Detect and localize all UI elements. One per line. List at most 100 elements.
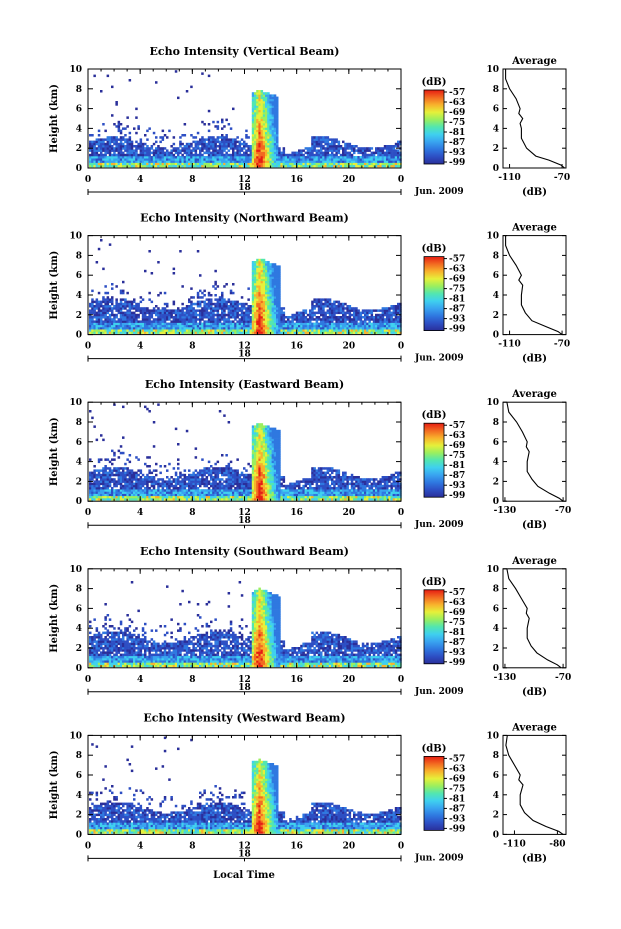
heatmap-cell [251,125,255,128]
heatmap-cell [205,142,209,146]
heatmap-cell [141,480,145,483]
heatmap-cell [271,96,275,100]
heatmap-cell [139,307,143,310]
heatmap-cell [328,149,332,152]
heatmap-cell [104,291,107,295]
heatmap-cell [254,125,257,128]
heatmap-cell [234,147,237,150]
heatmap-cell [227,153,231,157]
heatmap-cell [126,318,129,321]
heatmap-cell [298,160,301,163]
heatmap-cell [194,487,198,490]
heatmap-cell [298,324,301,328]
heatmap-cell [276,274,279,277]
heatmap-cell [265,129,268,133]
heatmap-cell [223,160,226,163]
heatmap-cell [247,329,250,332]
heatmap-cell [216,329,220,332]
heatmap-cell [335,153,338,157]
heatmap-cell [115,298,118,301]
heatmap-cell [155,149,158,152]
heatmap-cell [394,320,398,323]
heatmap-cell [152,309,156,312]
heatmap-cell [335,140,338,144]
heatmap-cell [141,145,145,148]
heatmap-cell [313,145,316,148]
heatmap-cell [258,118,261,122]
heatmap-cell [320,149,323,152]
heatmap-cell [168,462,171,466]
heatmap-cell [273,103,277,106]
heatmap-cell [326,147,330,150]
heatmap-cell [287,320,290,323]
heatmap-cell [124,149,127,152]
heatmap-cell [102,491,105,494]
heatmap-cell [135,153,138,157]
heatmap-cell [249,322,253,326]
heatmap-cell [155,311,158,315]
heatmap-cell [370,156,374,159]
heatmap-cell [293,151,297,155]
heatmap-cell [188,318,191,321]
heatmap-cell [155,493,158,497]
heatmap-cell [273,131,277,135]
heatmap-cell [179,324,182,328]
heatmap-cell [284,164,288,168]
heatmap-cell [383,320,387,323]
heatmap-cell [278,313,281,317]
heatmap-cell [247,287,250,290]
heatmap-cell [273,329,277,332]
heatmap-cell [370,311,374,315]
heatmap-cell [291,331,294,334]
heatmap-cell [315,160,319,163]
heatmap-cell [207,487,211,490]
heatmap-cell [150,160,154,163]
heatmap-cell [260,311,264,315]
heatmap-cell [137,125,140,128]
heatmap-cell [258,331,261,334]
heatmap-cell [276,302,279,306]
heatmap-cell [265,109,268,113]
heatmap-cell [350,149,354,152]
heatmap-cell [260,280,264,284]
heatmap-cell [89,487,92,490]
heatmap-cell [128,140,132,144]
heatmap-cell [203,482,206,486]
heatmap-cell [269,158,272,161]
heatmap-cell [113,327,116,330]
heatmap-cell [135,160,138,163]
heatmap-cell [216,120,220,124]
heatmap-cell [355,331,358,334]
heatmap-cell [333,331,336,334]
heatmap-cell [260,294,264,297]
heatmap-cell [181,495,184,499]
heatmap-cell [122,291,125,295]
heatmap-cell [364,322,367,326]
heatmap-cell [188,489,191,492]
heatmap-cell [157,403,160,406]
x-tick-label: 4 [137,175,143,185]
heatmap-cell [181,134,184,137]
heatmap-cell [333,311,336,315]
heatmap-cell [355,316,358,319]
heatmap-cell [311,151,314,155]
heatmap-cell [117,324,121,328]
heatmap-cell [122,313,125,317]
heatmap-cell [126,324,129,328]
heatmap-cell [150,482,154,486]
heatmap-cell [172,164,176,168]
heatmap-cell [337,316,341,319]
heatmap-cell [317,305,321,308]
heatmap-cell [137,302,140,306]
heatmap-cell [273,263,277,266]
heatmap-cell [282,307,286,310]
heatmap-cell [366,313,369,317]
heatmap-cell [130,498,134,501]
heatmap-cell [188,484,191,488]
heatmap-cell [265,298,268,301]
heatmap-cell [100,156,103,159]
heatmap-cell [111,156,114,159]
average-frame [502,235,567,336]
heatmap-cell [161,482,165,486]
heatmap-cell [100,145,103,148]
